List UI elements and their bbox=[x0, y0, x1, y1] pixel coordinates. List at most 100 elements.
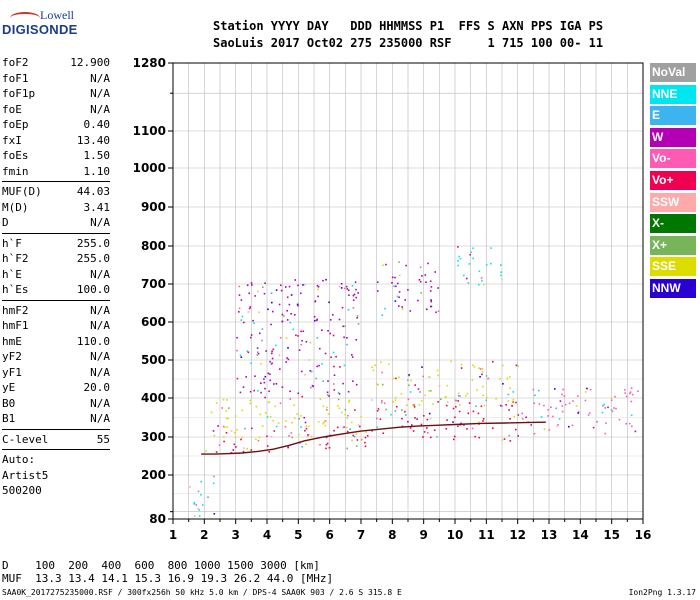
echo-point bbox=[300, 426, 302, 428]
echo-point bbox=[281, 386, 284, 388]
echo-point bbox=[341, 306, 344, 309]
echo-point bbox=[336, 426, 339, 429]
echo-point bbox=[511, 400, 514, 403]
echo-point bbox=[301, 370, 303, 373]
legend-item-w: W bbox=[650, 127, 696, 147]
logo-swoosh-icon bbox=[10, 12, 40, 24]
echo-point bbox=[396, 405, 398, 408]
echo-point bbox=[296, 303, 299, 306]
param-row: fmin 1.10 bbox=[2, 164, 110, 180]
legend-item-nne: NNE bbox=[650, 84, 696, 104]
echo-point bbox=[298, 349, 301, 351]
echo-point bbox=[382, 432, 385, 434]
echo-point bbox=[288, 435, 290, 437]
echo-point bbox=[275, 344, 277, 347]
x-tick-label: 8 bbox=[388, 528, 396, 542]
echo-point bbox=[309, 370, 311, 372]
param-value: 12.900 bbox=[70, 56, 110, 69]
param-row: M(D) 3.41 bbox=[2, 200, 110, 216]
echo-point bbox=[492, 360, 494, 363]
echo-point bbox=[300, 330, 302, 333]
param-row: foE N/A bbox=[2, 102, 110, 118]
echo-point bbox=[481, 279, 483, 282]
param-key: yF1 bbox=[2, 365, 22, 379]
echo-point bbox=[342, 426, 345, 429]
echo-point bbox=[411, 424, 413, 426]
echo-point bbox=[327, 330, 329, 332]
y-tick-label: 500 bbox=[141, 353, 166, 367]
echo-point bbox=[626, 395, 628, 398]
echo-point bbox=[482, 385, 484, 388]
echo-point bbox=[324, 352, 327, 355]
y-tick-label: 600 bbox=[141, 315, 166, 329]
echo-point bbox=[278, 303, 281, 306]
echo-point bbox=[292, 328, 294, 331]
echo-point bbox=[423, 415, 425, 417]
echo-point bbox=[260, 382, 262, 384]
echo-point bbox=[561, 393, 563, 396]
echo-point bbox=[490, 247, 492, 249]
echo-point bbox=[264, 282, 266, 284]
echo-point bbox=[586, 387, 588, 390]
echo-point bbox=[418, 404, 421, 406]
echo-point bbox=[202, 504, 204, 506]
echo-point bbox=[414, 417, 416, 419]
echo-point bbox=[382, 264, 384, 266]
echo-point bbox=[342, 325, 344, 328]
param-value: 55 bbox=[96, 432, 110, 446]
param-row: foEp 0.40 bbox=[2, 117, 110, 133]
echo-point bbox=[341, 411, 343, 414]
echo-point bbox=[427, 262, 429, 265]
param-key: MUF(D) bbox=[2, 185, 42, 198]
echo-point bbox=[264, 387, 266, 390]
echo-point bbox=[238, 311, 240, 313]
echo-point bbox=[326, 442, 329, 445]
echo-point bbox=[480, 277, 483, 279]
echo-point bbox=[309, 342, 312, 344]
param-row: h`F 255.0 bbox=[2, 236, 110, 252]
echo-point bbox=[351, 421, 353, 424]
separator bbox=[2, 428, 110, 430]
x-tick-label: 15 bbox=[603, 528, 620, 542]
muf-frequency-row: MUF 13.3 13.4 14.1 15.3 16.9 19.3 26.2 4… bbox=[2, 572, 334, 585]
echo-point bbox=[267, 308, 269, 311]
echo-point bbox=[604, 407, 606, 409]
echo-point bbox=[521, 418, 524, 420]
echo-point bbox=[412, 404, 414, 406]
echo-point bbox=[207, 496, 209, 498]
echo-point bbox=[293, 417, 296, 420]
echo-point bbox=[452, 421, 454, 423]
echo-point bbox=[314, 300, 317, 302]
param-value: 255.0 bbox=[76, 236, 110, 250]
echo-point bbox=[398, 305, 400, 307]
echo-point bbox=[286, 319, 289, 321]
echo-point bbox=[345, 285, 348, 288]
echo-point bbox=[414, 384, 416, 386]
echo-point bbox=[356, 317, 358, 319]
echo-point bbox=[195, 504, 197, 506]
echo-point bbox=[265, 350, 267, 352]
echo-point bbox=[254, 295, 256, 297]
echo-point bbox=[481, 373, 483, 376]
echo-point bbox=[423, 431, 426, 433]
echo-point bbox=[517, 365, 519, 367]
echo-point bbox=[556, 425, 558, 427]
echo-point bbox=[324, 424, 326, 427]
echo-point bbox=[297, 392, 300, 395]
echo-point bbox=[198, 509, 201, 511]
echo-point bbox=[467, 412, 470, 415]
echo-point bbox=[240, 319, 243, 321]
echo-point bbox=[193, 515, 196, 517]
echo-point bbox=[409, 391, 412, 393]
echo-point bbox=[352, 434, 355, 437]
legend-item-sse: SSE bbox=[650, 257, 696, 277]
echo-point bbox=[458, 255, 460, 258]
echo-point bbox=[625, 422, 627, 425]
echo-point bbox=[293, 404, 295, 406]
echo-point bbox=[394, 410, 397, 412]
echo-point bbox=[628, 422, 631, 425]
echo-point bbox=[340, 287, 343, 289]
echo-point bbox=[385, 408, 387, 411]
echo-point bbox=[337, 398, 340, 401]
echo-point bbox=[472, 247, 474, 249]
